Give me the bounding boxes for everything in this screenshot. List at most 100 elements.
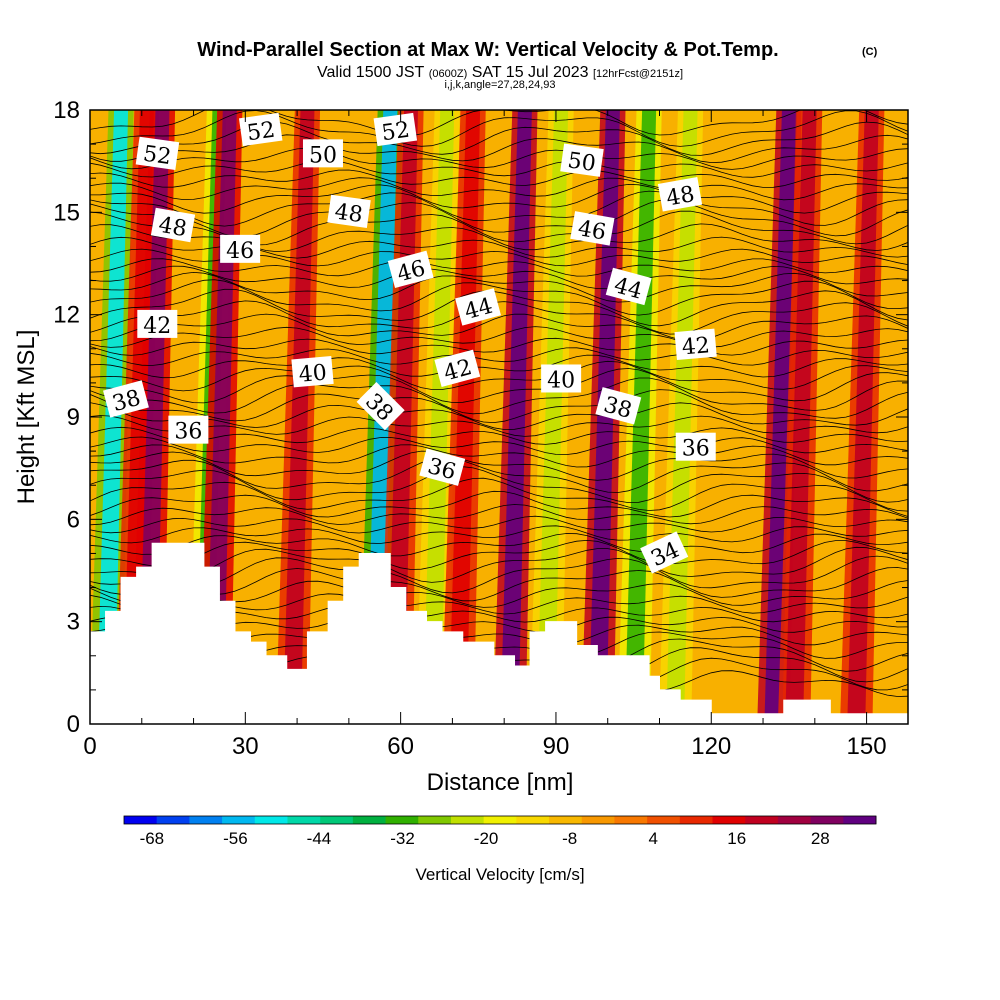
y-tick-label: 0 [67,711,80,738]
colorbar-swatch [679,816,714,824]
colorbar-swatch [549,816,583,824]
theta-contour-line [90,354,908,379]
theta-label: 40 [291,355,334,388]
theta-contour-line [90,190,908,227]
theta-contour-line [90,450,908,481]
theta-contour-line [90,271,908,303]
colorbar-title: Vertical Velocity [cm/s] [415,865,584,884]
subtitle-fcst: [12hrFcst@2151z] [593,68,683,80]
theta-label-bg [238,112,283,147]
theta-contour-line [90,504,908,526]
theta-label-text: 52 [141,142,172,171]
theta-label-text: 52 [380,118,411,147]
y-tick-label: 18 [53,97,80,124]
theta-label-bg [327,194,371,228]
colorbar-swatch [614,816,648,824]
terrain [90,542,908,724]
chart-title-badge: (C) [862,46,878,58]
theta-label-bg [675,432,716,461]
x-tick-label: 30 [232,733,259,760]
theta-label-bg [302,139,343,168]
x-axis-label: Distance [nm] [427,769,574,796]
theta-label-text: 48 [333,199,364,228]
theta-label-text: 46 [576,216,608,245]
y-axis-label: Height [Kft MSL] [13,330,40,505]
theta-contour-line [90,110,908,137]
colorbar-swatch [418,816,452,824]
theta-contour-line [90,183,908,214]
theta-label-bg [674,328,717,361]
theta-label: 52 [238,112,283,147]
x-tick-label: 90 [543,733,570,760]
colorbar-tick-label: -32 [390,829,415,848]
theta-contour-line [90,426,908,445]
theta-label-bg [373,112,418,147]
theta-contour-line [90,199,908,238]
colorbar-tick-label: -20 [474,829,499,848]
theta-label: 36 [168,415,209,445]
velocity-band-core [282,110,315,724]
velocity-band-core [666,110,698,724]
theta-label-bg [434,349,481,387]
theta-label-bg [595,387,642,425]
theta-contour-line [90,515,908,534]
theta-contour-line [90,457,908,493]
colorbar-swatch [385,816,419,824]
colorbar-swatch [450,816,485,824]
theta-label-bg [150,207,196,243]
theta-contour-line [90,347,908,366]
theta-contour-line [90,337,908,356]
theta-label: 46 [570,211,615,246]
theta-contour-line [90,265,908,290]
theta-label: 52 [373,112,418,147]
theta-label-bg [560,143,604,177]
theta-contour-line [90,402,908,430]
theta-contour-line [90,288,908,327]
chart-subtitle-indices: i,j,k,angle=27,28,24,93 [444,79,555,91]
colorbar-swatch [124,816,158,824]
colorbar-swatch [189,816,223,824]
theta-label: 48 [657,177,703,212]
theta-label-bg [455,288,501,326]
x-tick-label: 120 [691,733,731,760]
chart-subtitle: Valid 1500 JST (0600Z) SAT 15 Jul 2023 [… [317,64,683,81]
theta-label: 44 [605,267,652,306]
velocity-band-core [500,110,532,724]
velocity-band-core [624,110,657,724]
theta-contour-line [90,258,908,277]
theta-contour-line [90,546,908,583]
theta-contour-line [90,147,908,170]
theta-contour-line [90,436,908,456]
theta-label-text: 40 [298,360,328,387]
theta-label: 50 [560,143,604,177]
theta-contour-line [90,490,908,518]
colorbar-swatch [483,816,517,824]
theta-contour-line [90,377,908,415]
theta-label-text: 50 [309,143,337,168]
theta-label-bg [570,211,615,246]
theta-contour-line [90,368,908,404]
theta-contour-line [90,567,908,602]
colorbar-tick-label: 28 [811,829,830,848]
theta-label-bg [135,136,180,171]
colorbar-tick-label: -56 [223,829,248,848]
colorbar-swatch [320,816,354,824]
theta-contour-line [90,279,908,316]
colorbar-swatch [254,816,288,824]
colorbar-swatch [287,816,321,824]
theta-contour-line [90,415,908,437]
colorbar-tick-label: 4 [648,829,657,848]
y-tick-label: 6 [67,506,80,533]
y-tick-label: 9 [67,404,80,431]
colorbar-swatch [581,816,615,824]
theta-contour-line [90,539,908,570]
colorbar-swatch [712,816,746,824]
y-tick-label: 3 [67,609,80,636]
x-tick-label: 0 [83,733,96,760]
colorbar-swatch [777,816,812,824]
velocity-band-core [847,110,879,724]
velocity-band-core [764,110,796,724]
